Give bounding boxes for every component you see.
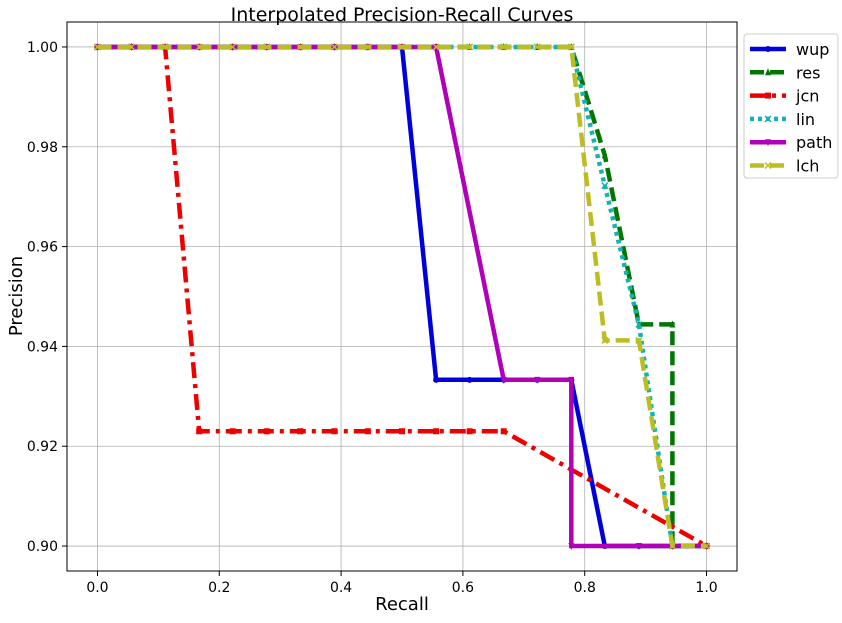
legend-entry-path: path [750, 133, 832, 152]
data-point-wup [433, 376, 440, 383]
data-point-jcn [399, 428, 405, 435]
data-point-lch [296, 43, 304, 51]
series-jcn [94, 43, 710, 550]
data-point-lch [601, 336, 609, 344]
ticks: 0.0 0.2 0.4 0.6 0.8 1.0 0.90 0.92 0.94 0.96 0.98 1.… [27, 40, 718, 596]
data-point-lin [601, 182, 609, 190]
legend-marker-wup [765, 46, 771, 52]
legend-label-wup: wup [796, 40, 829, 59]
series-path [94, 43, 710, 551]
data-point-jcn [500, 428, 507, 435]
y-axis-label: Precision [6, 256, 27, 336]
series-line-wup [97, 44, 707, 549]
data-point-lch [263, 43, 271, 51]
data-point-jcn [331, 428, 338, 435]
data-point-jcn [263, 428, 270, 435]
data-point-path [568, 543, 575, 551]
y-tick-label: 0.90 [27, 539, 58, 555]
x-tick-label: 0.8 [574, 580, 596, 596]
y-tick-label: 0.92 [27, 439, 58, 455]
legend-entry-lch: lch [750, 157, 819, 176]
data-point-lch [432, 43, 440, 51]
data-point-lch [635, 336, 643, 344]
data-point-jcn [297, 428, 304, 435]
series-layer [93, 42, 711, 551]
x-tick-label: 1.0 [695, 580, 717, 596]
data-point-lch [500, 43, 508, 51]
legend-marker-path [765, 139, 771, 147]
data-point-lch [195, 43, 203, 51]
legend-marker-lin [764, 115, 772, 123]
series-line-lch [97, 44, 707, 549]
y-tick-label: 0.98 [27, 140, 58, 156]
legend-label-lch: lch [796, 157, 819, 176]
data-point-jcn [229, 428, 236, 435]
data-point-lch [93, 43, 101, 51]
x-tick-label: 0.2 [208, 580, 230, 596]
axes-frame [66, 21, 738, 572]
legend: wup res jcn lin path lch [743, 33, 839, 179]
series-lch [93, 43, 711, 550]
legend-entry-wup: wup [750, 40, 829, 59]
data-point-lch [466, 43, 474, 51]
chart-title: Interpolated Precision-Recall Curves [231, 4, 574, 26]
data-point-jcn [364, 428, 371, 435]
data-point-lch [364, 43, 372, 51]
data-point-res [601, 151, 608, 159]
data-point-lch [533, 43, 541, 51]
data-point-jcn [433, 428, 440, 435]
x-tick-label: 0.0 [86, 580, 108, 596]
y-tick-label: 0.96 [27, 240, 58, 256]
legend-marker-jcn [765, 92, 771, 99]
legend-label-lin: lin [796, 110, 815, 129]
series-line-lin [97, 44, 707, 549]
series-line-jcn [97, 44, 708, 548]
series-line-path [97, 44, 707, 549]
legend-label-path: path [796, 133, 832, 152]
legend-label-jcn: jcn [795, 87, 819, 106]
legend-marker-lch [764, 161, 772, 170]
data-point-path [534, 376, 541, 384]
legend-label-res: res [796, 63, 820, 82]
data-point-lch [229, 43, 237, 51]
legend-entry-lin: lin [750, 110, 815, 129]
data-point-lch [161, 43, 169, 51]
legend-marker-res [765, 68, 771, 76]
x-tick-label: 0.6 [452, 580, 474, 596]
x-axis-label: Recall [375, 594, 429, 615]
grid [67, 22, 737, 571]
data-point-path [500, 376, 507, 384]
data-point-res [669, 320, 676, 328]
data-point-path [635, 543, 642, 551]
data-point-jcn [466, 428, 473, 435]
data-point-jcn [196, 428, 203, 435]
series-lin [93, 43, 711, 550]
series-line-res [97, 44, 707, 549]
x-tick-label: 0.4 [330, 580, 352, 596]
legend-entry-jcn: jcn [750, 87, 819, 106]
data-point-lch [330, 43, 338, 51]
data-point-lch [668, 542, 676, 550]
y-tick-label: 1.00 [27, 40, 58, 56]
series-wup [94, 43, 710, 550]
series-res [94, 42, 710, 550]
data-point-lch [703, 542, 711, 550]
data-point-path [568, 376, 575, 384]
data-point-lch [128, 43, 136, 51]
data-point-lch [567, 43, 575, 51]
legend-entry-res: res [750, 63, 820, 82]
y-tick-label: 0.94 [27, 339, 58, 355]
data-point-lch [398, 43, 406, 51]
data-point-lin [635, 320, 643, 328]
data-point-wup [466, 376, 473, 383]
